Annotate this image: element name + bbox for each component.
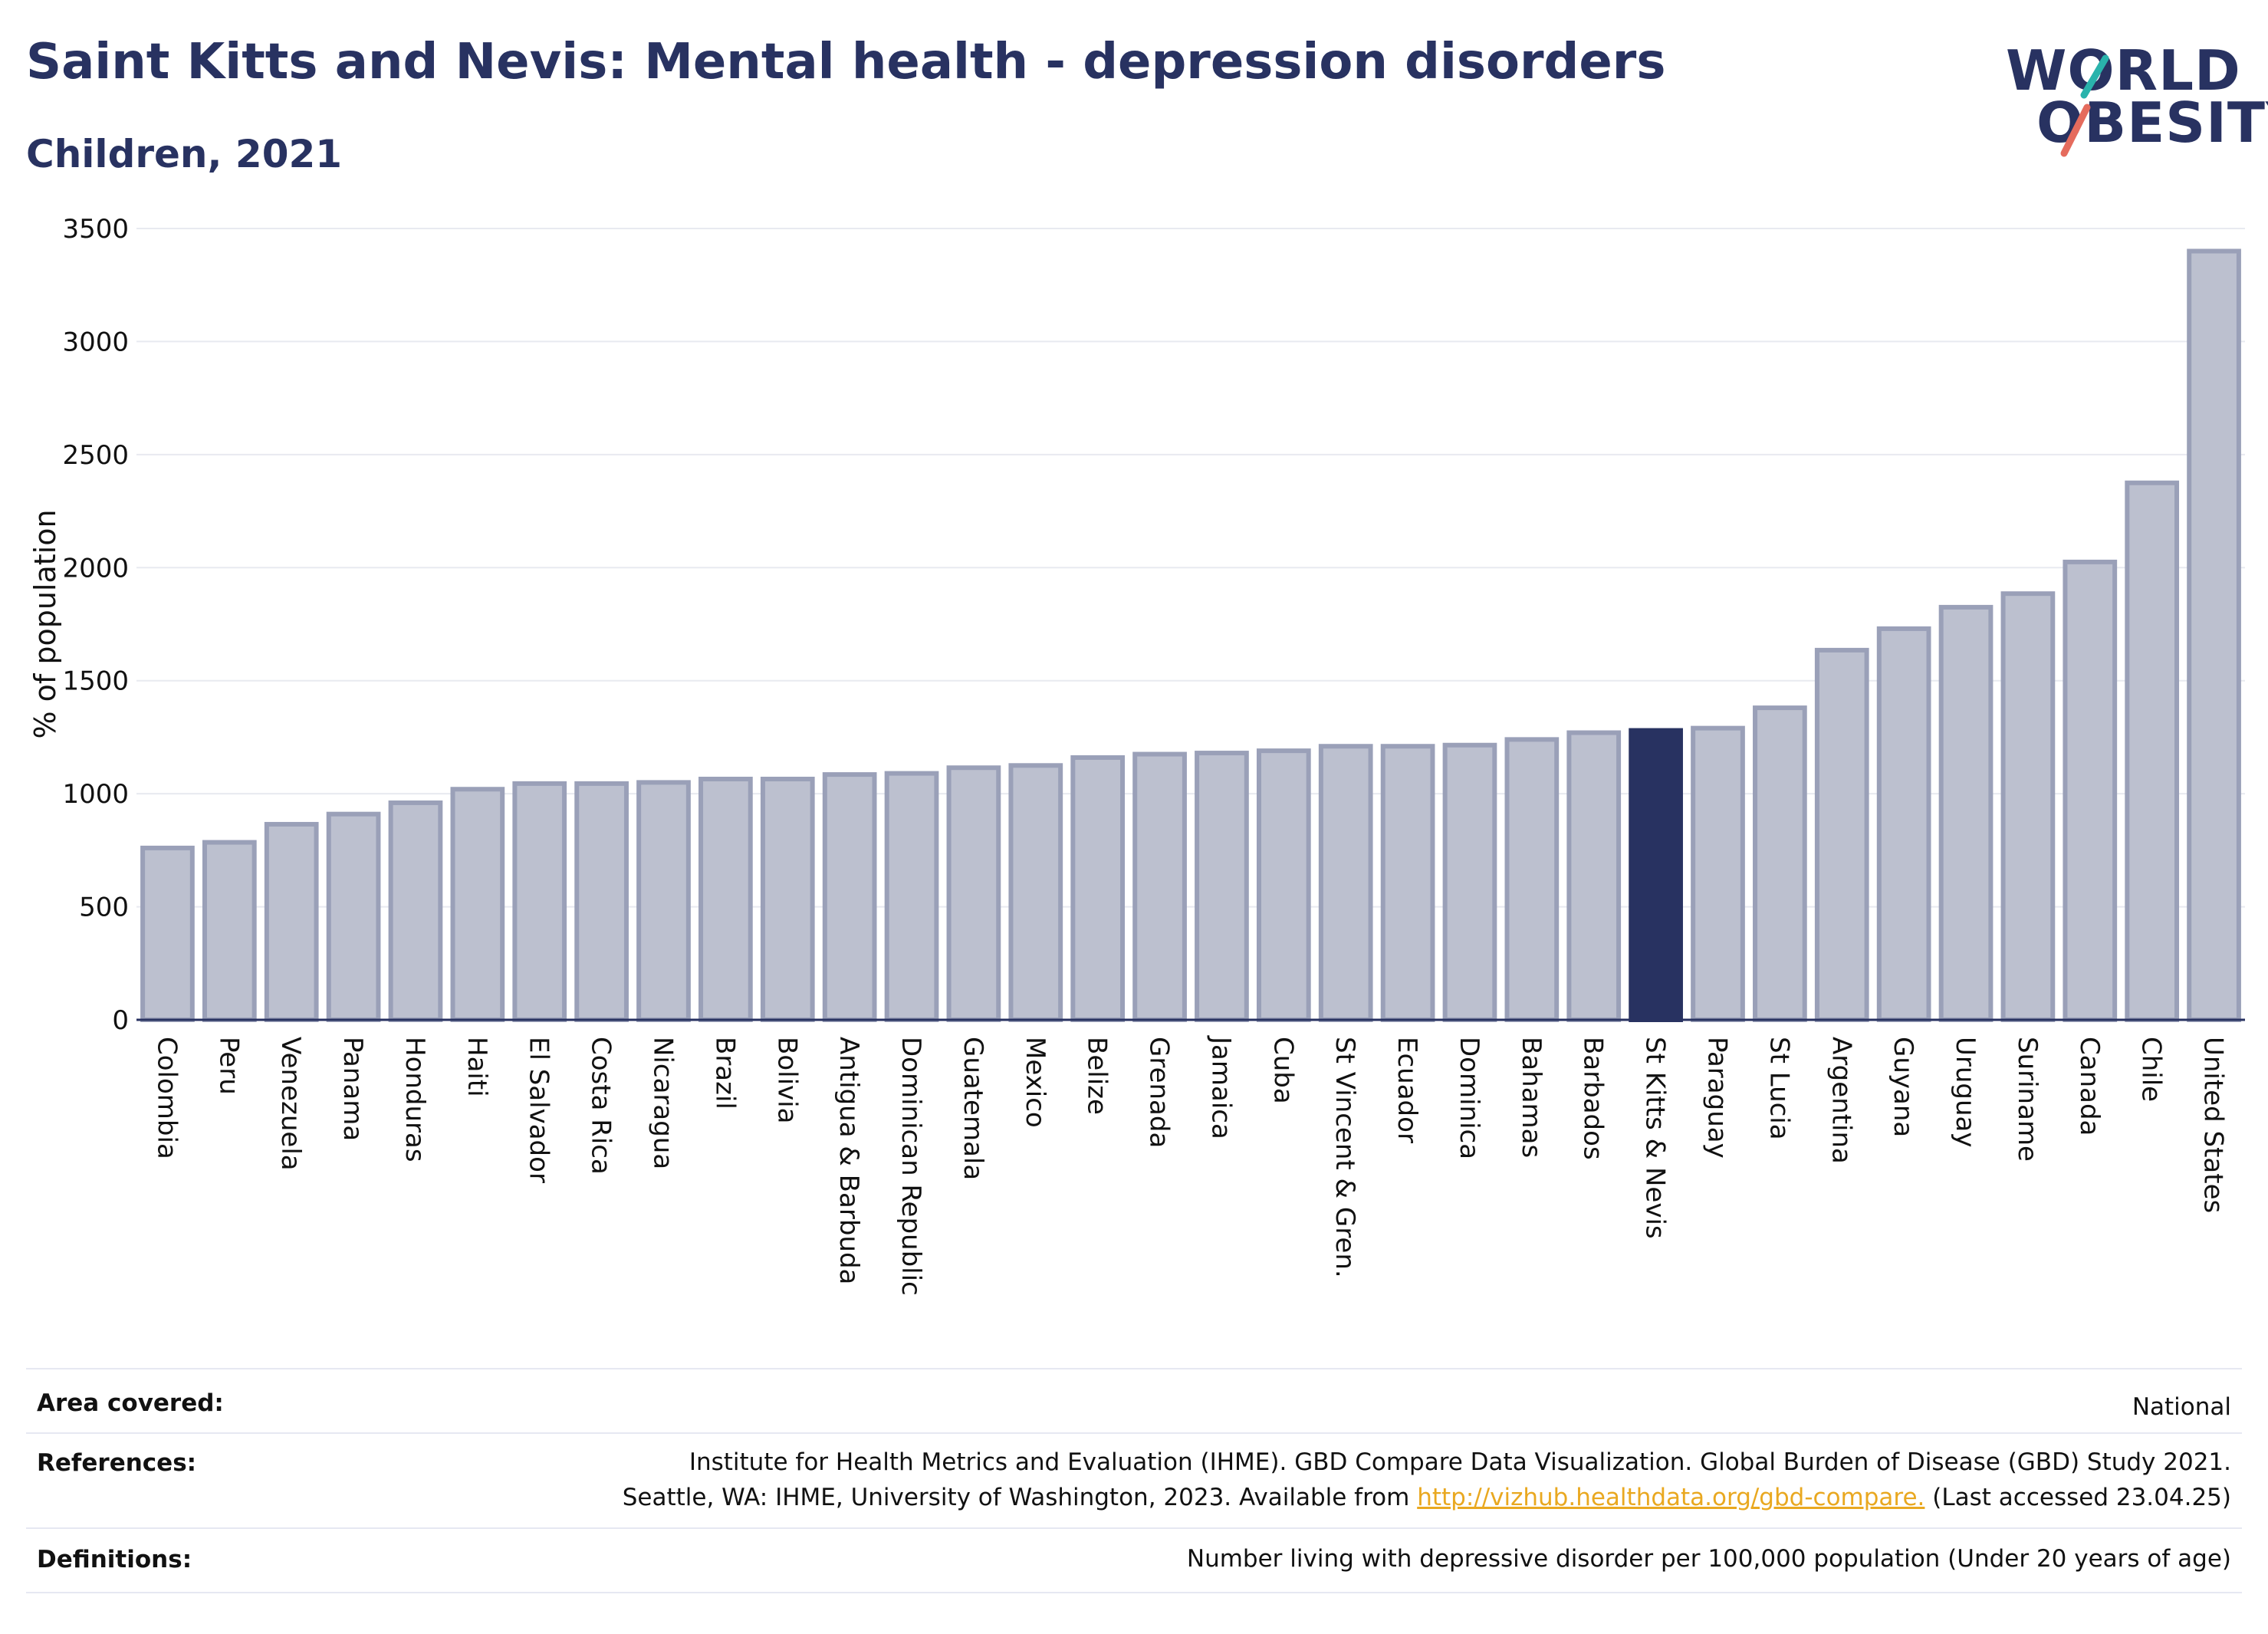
references-label: References: <box>37 1449 197 1477</box>
bar-chile <box>2125 480 2180 1022</box>
bar-dominican-republic <box>884 771 939 1022</box>
x-tick-label: Guyana <box>1888 1037 1918 1137</box>
bar-guyana <box>1876 626 1931 1022</box>
definitions-label: Definitions: <box>37 1546 192 1573</box>
x-tick-label: Grenada <box>1144 1037 1175 1148</box>
x-tick-label: Haiti <box>462 1037 492 1097</box>
world-obesity-logo: WORLD OBESITY <box>1994 31 2268 169</box>
references-line-1: Institute for Health Metrics and Evaluat… <box>689 1448 2231 1476</box>
logo-line-2: OBESITY <box>2036 90 2268 155</box>
x-tick-label: Brazil <box>709 1037 740 1110</box>
bar-peru <box>202 840 257 1023</box>
x-tick-label: Paraguay <box>1702 1037 1733 1159</box>
x-tick-label: Argentina <box>1826 1037 1856 1164</box>
y-tick-label: 3500 <box>62 214 129 245</box>
x-tick-label: Barbados <box>1578 1037 1609 1160</box>
references-line-2: Seattle, WA: IHME, University of Washing… <box>623 1480 2231 1515</box>
y-tick-label: 2500 <box>62 440 129 471</box>
bar-belize <box>1070 755 1126 1022</box>
bar-nicaragua <box>636 780 691 1023</box>
bar-colombia <box>140 845 195 1022</box>
y-tick-label: 1000 <box>62 779 129 810</box>
bar-st-kitts-nevis <box>1629 728 1683 1023</box>
bar-canada <box>2063 559 2118 1022</box>
area-covered-value: National <box>2132 1393 2231 1421</box>
logo-slash-icon <box>2060 54 2109 157</box>
bar-dominica <box>1442 742 1497 1023</box>
bar-honduras <box>388 800 443 1022</box>
bar-el-salvador <box>512 781 567 1022</box>
x-tick-label: St Lucia <box>1763 1037 1794 1140</box>
x-tick-label: Antigua & Barbuda <box>833 1037 864 1284</box>
bar-paraguay <box>1691 725 1745 1022</box>
bar-brazil <box>698 776 753 1023</box>
chart-subtitle: Children, 2021 <box>26 132 343 176</box>
x-tick-label: El Salvador <box>524 1037 554 1183</box>
bar-suriname <box>2000 591 2056 1022</box>
x-tick-label: Peru <box>213 1037 244 1095</box>
bar-guatemala <box>946 765 1001 1023</box>
y-tick-label: 1500 <box>62 666 129 697</box>
bar-jamaica <box>1195 751 1249 1022</box>
x-tick-label: Colombia <box>151 1037 182 1159</box>
bar-cuba <box>1256 748 1311 1022</box>
x-tick-label: Belize <box>1082 1037 1113 1115</box>
references-link[interactable]: http://vizhub.healthdata.org/gbd-compare… <box>1417 1484 1925 1511</box>
bar-mexico <box>1008 763 1063 1022</box>
bar-united-states <box>2187 248 2241 1022</box>
x-tick-label: Honduras <box>399 1037 430 1162</box>
y-tick-label: 500 <box>79 893 129 923</box>
chart-title: Saint Kitts and Nevis: Mental health - d… <box>26 34 1666 90</box>
x-tick-label: Bolivia <box>771 1037 802 1123</box>
x-tick-label: United States <box>2198 1037 2229 1213</box>
references-line-2-post: (Last accessed 23.04.25) <box>1925 1484 2231 1511</box>
x-tick-label: Guatemala <box>958 1037 988 1180</box>
definitions-value: Number living with depressive disorder p… <box>1186 1545 2231 1573</box>
bar-haiti <box>450 787 505 1022</box>
bar-costa-rica <box>574 781 629 1022</box>
x-tick-label: Mexico <box>1020 1037 1050 1128</box>
y-axis-title: % of population <box>28 509 62 738</box>
x-tick-label: St Kitts & Nevis <box>1640 1037 1671 1239</box>
bar-ecuador <box>1380 744 1435 1022</box>
x-tick-label: Nicaragua <box>648 1037 679 1169</box>
bar-bolivia <box>760 776 815 1023</box>
bar-uruguay <box>1938 604 1994 1022</box>
bar-grenada <box>1132 751 1187 1022</box>
x-tick-label: Jamaica <box>1205 1035 1236 1139</box>
x-tick-label: Chile <box>2136 1037 2167 1102</box>
x-tick-label: Cuba <box>1267 1037 1298 1104</box>
bar-antigua-barbuda <box>822 772 877 1023</box>
x-tick-label: Bahamas <box>1516 1037 1547 1158</box>
bar-st-lucia <box>1753 705 1807 1023</box>
area-covered-label: Area covered: <box>37 1389 224 1417</box>
x-tick-label: Uruguay <box>1950 1037 1980 1148</box>
x-tick-label: Ecuador <box>1392 1037 1422 1143</box>
y-tick-label: 2000 <box>62 553 129 584</box>
x-tick-label: Suriname <box>2012 1037 2043 1162</box>
bar-venezuela <box>264 821 319 1022</box>
x-tick-label: Canada <box>2074 1037 2105 1136</box>
bar-st-vincent-gren- <box>1318 744 1373 1022</box>
bar-bahamas <box>1504 737 1560 1022</box>
y-tick-label: 0 <box>112 1005 129 1036</box>
references-line-2-pre: Seattle, WA: IHME, University of Washing… <box>622 1484 1418 1511</box>
x-tick-label: Venezuela <box>275 1037 306 1171</box>
x-tick-label: Costa Rica <box>586 1037 616 1175</box>
logo-line-1: WORLD <box>2006 38 2241 103</box>
bar-panama <box>326 811 381 1022</box>
bar-barbados <box>1566 730 1622 1022</box>
x-tick-label: Dominican Republic <box>896 1037 926 1296</box>
x-tick-label: Dominica <box>1454 1037 1484 1159</box>
bar-chart: 0 500 1000 1500 2000 2500 3000 3500 % of populat… <box>28 214 2245 1296</box>
x-tick-label: St Vincent & Gren. <box>1330 1037 1360 1278</box>
x-tick-label: Panama <box>337 1037 368 1141</box>
bar-argentina <box>1814 647 1869 1022</box>
references-text: Institute for Health Metrics and Evaluat… <box>623 1445 2231 1515</box>
y-tick-label: 3000 <box>62 327 129 357</box>
